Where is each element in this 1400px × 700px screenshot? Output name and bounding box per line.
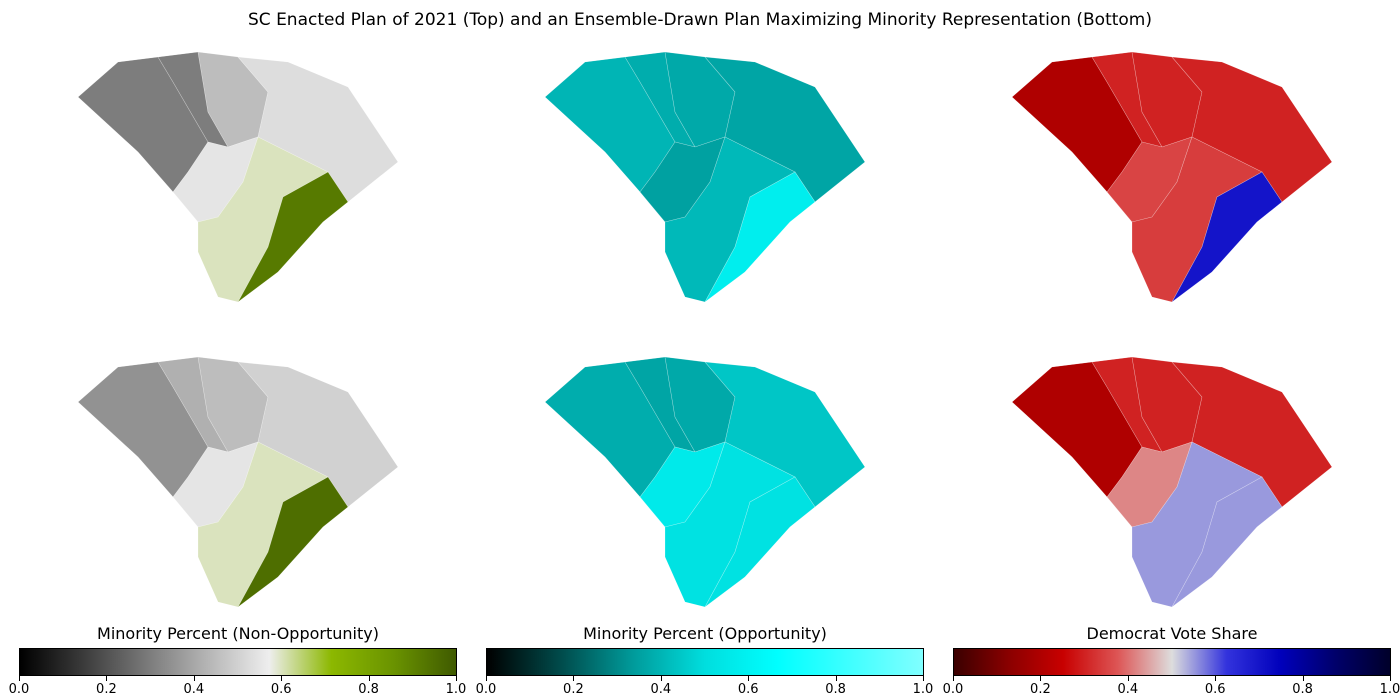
ensemble-plan-opportunity-map (545, 357, 865, 607)
colorbar-tick (106, 676, 108, 681)
colorbar-tick-label: 0.6 (270, 682, 292, 697)
figure-title: SC Enacted Plan of 2021 (Top) and an Ens… (248, 10, 1152, 30)
colorbar-tick (193, 676, 195, 681)
district-7 (1171, 171, 1283, 302)
district-7 (1171, 476, 1283, 607)
colorbar-tick (953, 676, 954, 681)
colorbar-gradient (19, 648, 457, 676)
colorbar-tick-label: 1.0 (912, 682, 934, 697)
colorbar-tick-label: 0.6 (1204, 682, 1226, 697)
ensemble-plan-democrat-map (1012, 357, 1332, 607)
colorbar-tick (1390, 676, 1391, 681)
maps-panel (78, 52, 1332, 607)
colorbar-tick-label: 0.0 (475, 682, 497, 697)
colorbar-tick (281, 676, 283, 681)
enacted-plan-democrat-map (1012, 52, 1332, 302)
colorbar-tick-label: 0.2 (1030, 682, 1051, 697)
colorbar-tick (19, 676, 20, 681)
colorbar-tick (748, 676, 750, 681)
colorbar-title: Minority Percent (Non-Opportunity) (97, 624, 379, 643)
colorbar-title: Democrat Vote Share (1086, 624, 1258, 643)
ensemble-plan-non-opportunity-map (78, 357, 398, 607)
enacted-plan-non-opportunity-map (78, 52, 398, 302)
colorbar-tick-label: 0.8 (825, 682, 846, 697)
colorbar-tick (923, 676, 924, 681)
colorbar-tick-label: 0.2 (96, 682, 117, 697)
colorbar-tick-label: 0.0 (942, 682, 964, 697)
colorbar-tick (835, 676, 837, 681)
colorbar-tick (573, 676, 575, 681)
colorbar-tick-label: 0.4 (1117, 682, 1139, 697)
colorbar-tick (368, 676, 370, 681)
colorbar-tick (660, 676, 662, 681)
colorbar-tick-label: 0.0 (8, 682, 30, 697)
colorbar-tick (1127, 676, 1129, 681)
colorbar-gradient (486, 648, 924, 676)
colorbar-tick-label: 1.0 (445, 682, 467, 697)
colorbar-tick-label: 1.0 (1379, 682, 1400, 697)
colorbar-tick (1302, 676, 1304, 681)
colorbar-tick (1215, 676, 1217, 681)
colorbar-tick-label: 0.4 (183, 682, 205, 697)
colorbar-tick (1040, 676, 1042, 681)
enacted-plan-opportunity-map (545, 52, 865, 302)
colorbar-tick-label: 0.8 (358, 682, 379, 697)
colorbar-tick-label: 0.4 (650, 682, 672, 697)
colorbar-title: Minority Percent (Opportunity) (583, 624, 827, 643)
colorbar-tick-label: 0.8 (1292, 682, 1313, 697)
colorbar-tick (486, 676, 487, 681)
colorbar-tick-label: 0.2 (563, 682, 584, 697)
colorbar-tick-label: 0.6 (737, 682, 759, 697)
colorbar-tick (456, 676, 457, 681)
colorbar-gradient (953, 648, 1391, 676)
